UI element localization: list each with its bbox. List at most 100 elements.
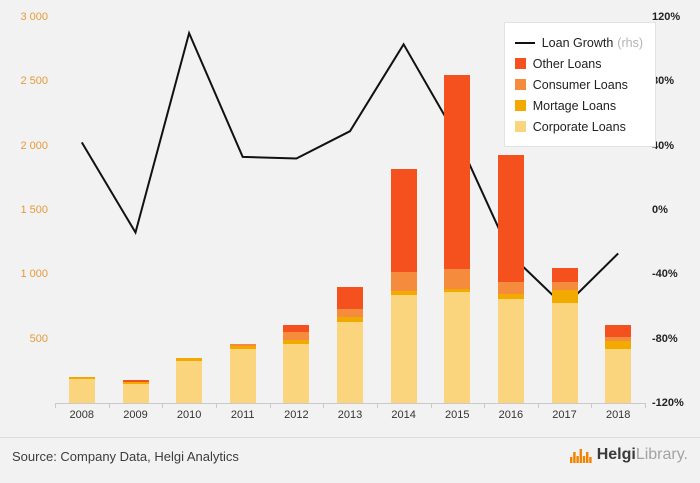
bar-segment-mortage-loans bbox=[497, 293, 524, 299]
bar-segment-corporate-loans bbox=[68, 379, 95, 403]
y2-axis-label: 80% bbox=[652, 75, 675, 88]
x-axis-label: 2018 bbox=[605, 409, 631, 421]
bar-segment-mortage-loans bbox=[390, 291, 417, 295]
x-axis-tick bbox=[376, 404, 378, 408]
bar-segment-mortage-loans bbox=[68, 377, 95, 380]
x-axis-line bbox=[55, 403, 646, 404]
legend-item: Corporate Loans bbox=[514, 116, 643, 137]
bar-segment-consumer-loans bbox=[283, 332, 310, 340]
chart-area: 3 000 2 500 2 000 1 500 1 000 500 120% 80% 40% 0%… bbox=[20, 11, 684, 421]
x-axis-tick bbox=[269, 404, 271, 408]
bar-segment-other-loans bbox=[444, 74, 471, 270]
bar-segment-consumer-loans bbox=[605, 337, 632, 342]
helgi-logo-icon bbox=[569, 448, 592, 463]
bar-segment-corporate-loans bbox=[497, 298, 524, 403]
legend-color-swatch bbox=[514, 121, 526, 132]
bar-segment-consumer-loans bbox=[390, 271, 417, 292]
legend-label: Consumer Loans bbox=[532, 77, 628, 92]
x-axis-tick bbox=[162, 404, 164, 408]
legend-label: Mortage Loans bbox=[532, 98, 617, 113]
legend-color-swatch bbox=[514, 79, 526, 90]
legend-line-swatch bbox=[514, 41, 535, 44]
x-axis-tick bbox=[215, 404, 217, 408]
bar-segment-consumer-loans bbox=[337, 309, 363, 317]
x-axis-tick bbox=[484, 404, 486, 408]
x-axis-tick bbox=[645, 404, 646, 408]
legend-color-swatch bbox=[514, 58, 526, 69]
legend-rhs-note: (rhs) bbox=[617, 35, 643, 50]
legend-label: Corporate Loans bbox=[532, 119, 626, 134]
bar-segment-consumer-loans bbox=[229, 343, 256, 347]
bar-segment-corporate-loans bbox=[176, 361, 203, 403]
y-axis-label: 1 500 bbox=[20, 204, 48, 216]
bar-segment-corporate-loans bbox=[229, 349, 256, 403]
bar-segment-mortage-loans bbox=[337, 316, 363, 322]
legend-item: Loan Growth (rhs) bbox=[514, 32, 643, 53]
x-axis-tick bbox=[55, 404, 56, 408]
x-axis-label: 2015 bbox=[445, 409, 470, 421]
x-axis-label: 2017 bbox=[552, 409, 577, 421]
legend-item: Other Loans bbox=[514, 53, 643, 74]
x-axis-tick bbox=[108, 404, 110, 408]
y-axis-label: 500 bbox=[29, 332, 48, 345]
footer-divider bbox=[0, 437, 700, 438]
y-axis-label: 2 000 bbox=[20, 139, 48, 152]
y2-axis-label: -120% bbox=[652, 397, 684, 409]
y2-axis-label: 0% bbox=[652, 204, 668, 216]
bar-segment-consumer-loans bbox=[444, 269, 471, 289]
bar-segment-mortage-loans bbox=[122, 382, 149, 384]
bar-segment-consumer-loans bbox=[551, 282, 578, 290]
bar-segment-other-loans bbox=[497, 154, 524, 283]
legend-label: Other Loans bbox=[532, 56, 602, 71]
bar-segment-corporate-loans bbox=[551, 302, 578, 403]
bar-segment-mortage-loans bbox=[283, 339, 310, 344]
x-axis-label: 2008 bbox=[69, 409, 95, 421]
legend-item: Mortage Loans bbox=[514, 95, 643, 116]
loan-growth-line bbox=[80, 30, 619, 308]
plot-area bbox=[55, 17, 645, 403]
y2-axis-label: -80% bbox=[652, 332, 678, 345]
x-axis-label: 2016 bbox=[498, 409, 524, 421]
x-axis-tick bbox=[323, 404, 325, 408]
bar-segment-mortage-loans bbox=[444, 288, 471, 293]
x-axis-label: 2010 bbox=[176, 409, 202, 421]
x-axis-label: 2013 bbox=[337, 409, 363, 421]
legend-label: Loan Growth bbox=[541, 35, 614, 50]
bar-segment-mortage-loans bbox=[176, 358, 203, 362]
brand-suffix: Library. bbox=[635, 446, 688, 463]
bar-segment-corporate-loans bbox=[605, 349, 632, 403]
x-axis-label: 2014 bbox=[391, 409, 416, 421]
brand-logo: Helgi Library. bbox=[569, 446, 688, 464]
brand-name: Helgi bbox=[596, 446, 636, 463]
bar-segment-corporate-loans bbox=[283, 343, 310, 403]
y-axis-label: 3 000 bbox=[20, 11, 48, 23]
bar-segment-other-loans bbox=[390, 168, 417, 272]
bar-segment-mortage-loans bbox=[551, 289, 578, 303]
bar-segment-other-loans bbox=[551, 267, 578, 283]
x-axis-label: 2012 bbox=[284, 409, 309, 421]
bar-segment-corporate-loans bbox=[390, 294, 417, 403]
bar-segment-mortage-loans bbox=[605, 341, 632, 349]
bar-segment-corporate-loans bbox=[337, 321, 363, 403]
y-axis-label: 1 000 bbox=[20, 268, 48, 281]
y-axis-label: 2 500 bbox=[20, 75, 48, 88]
x-axis-label: 2011 bbox=[230, 409, 255, 421]
bar-segment-other-loans bbox=[122, 379, 149, 383]
bar-segment-other-loans bbox=[337, 287, 363, 310]
legend: Loan Growth (rhs) Other Loans Consumer Loan… bbox=[503, 22, 656, 147]
source-text: Source: Company Data, Helgi Analytics bbox=[12, 449, 239, 464]
y2-axis-label: -40% bbox=[652, 268, 678, 281]
bar-segment-other-loans bbox=[605, 324, 632, 338]
x-axis-tick bbox=[430, 404, 432, 408]
y2-axis-label: 120% bbox=[652, 11, 681, 23]
x-axis-label: 2009 bbox=[123, 409, 148, 421]
bar-segment-other-loans bbox=[283, 324, 310, 333]
bar-segment-consumer-loans bbox=[497, 282, 524, 294]
y2-axis-label: 40% bbox=[652, 139, 675, 152]
legend-color-swatch bbox=[514, 100, 526, 111]
x-axis-tick bbox=[537, 404, 539, 408]
bar-segment-corporate-loans bbox=[122, 383, 149, 403]
bar-segment-corporate-loans bbox=[444, 292, 471, 403]
legend-item: Consumer Loans bbox=[514, 74, 643, 95]
x-axis-tick bbox=[591, 404, 593, 408]
